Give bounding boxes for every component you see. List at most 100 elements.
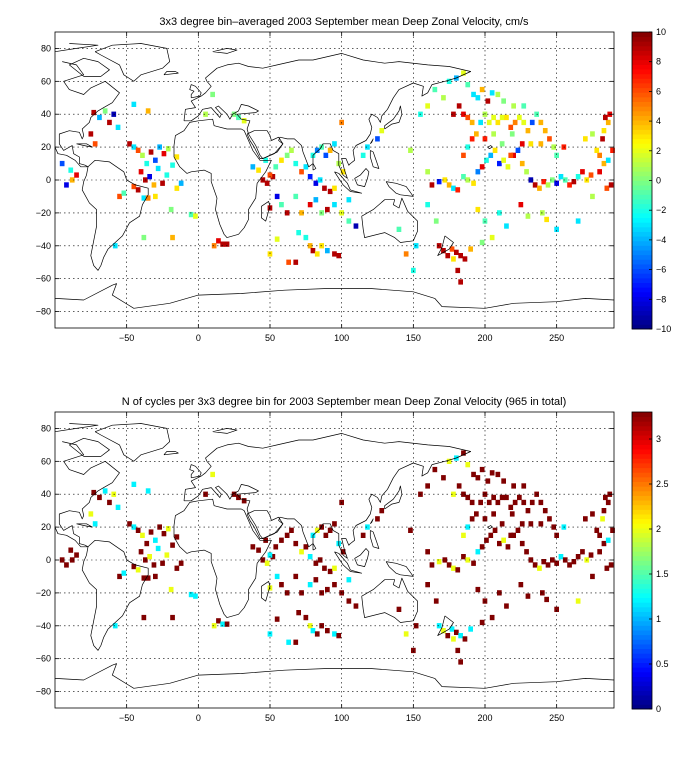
data-cell: [575, 598, 581, 604]
coastline: [246, 510, 284, 539]
data-cell: [537, 565, 542, 571]
data-cell: [497, 540, 502, 547]
data-cell: [461, 152, 466, 158]
colorbar-segment: [632, 226, 652, 232]
data-cell: [518, 202, 524, 208]
data-cell: [307, 623, 313, 629]
data-cell: [299, 210, 304, 216]
coastline: [246, 130, 284, 159]
data-cell: [446, 78, 452, 84]
colorbar-segment: [632, 194, 652, 200]
colorbar-tick-label: 0: [656, 704, 661, 714]
data-cell: [429, 182, 435, 188]
data-cell: [461, 174, 466, 180]
data-cell: [610, 147, 615, 153]
data-cell: [115, 124, 121, 130]
colorbar-segment: [632, 106, 652, 112]
data-cell: [170, 234, 175, 241]
data-cell: [491, 131, 496, 137]
data-cell: [164, 172, 170, 178]
data-cell: [508, 504, 514, 510]
data-cell: [550, 557, 555, 563]
data-cell: [131, 481, 137, 487]
coastline: [54, 61, 120, 168]
colorbar-segment: [632, 551, 652, 557]
coastline: [312, 163, 317, 171]
coastline: [54, 663, 615, 689]
data-cell: [112, 623, 118, 629]
colorbar-segment: [632, 648, 652, 654]
data-cell: [161, 151, 167, 157]
data-cell: [529, 499, 535, 506]
data-cell: [313, 180, 319, 186]
data-cell: [458, 253, 463, 259]
colorbar-segment: [632, 435, 652, 441]
data-cell: [475, 475, 481, 481]
data-cell: [74, 552, 79, 558]
coastline: [261, 581, 271, 602]
y-tick-label: 40: [41, 109, 51, 119]
data-cell: [484, 157, 489, 163]
data-cell: [231, 491, 237, 497]
data-cell: [601, 508, 607, 514]
data-cell: [454, 249, 459, 255]
colorbar-segment: [632, 305, 652, 311]
colorbar-segment: [632, 490, 652, 496]
colorbar-segment: [632, 425, 652, 431]
colorbar-segment: [632, 115, 652, 121]
data-cell: [131, 524, 137, 530]
data-cell: [332, 251, 337, 257]
data-cell: [284, 532, 290, 538]
data-cell: [425, 169, 430, 175]
colorbar-segment: [632, 208, 652, 214]
data-cell: [605, 537, 611, 543]
data-cell: [491, 511, 496, 517]
colorbar-tick-label: −4: [656, 235, 666, 245]
data-cell: [429, 562, 435, 568]
data-cell: [88, 131, 94, 137]
data-cell: [525, 128, 531, 134]
colorbar-segment: [632, 282, 652, 288]
data-cell: [241, 498, 247, 504]
data-cell: [492, 527, 498, 533]
data-cell: [336, 253, 342, 259]
data-cell: [403, 251, 409, 257]
colorbar-segment: [632, 630, 652, 636]
data-cell: [148, 149, 154, 155]
data-cell: [174, 565, 180, 571]
data-cell: [211, 623, 217, 629]
colorbar-segment: [632, 514, 652, 520]
data-cell: [135, 187, 141, 193]
colorbar-segment: [632, 439, 652, 445]
data-cell: [250, 164, 256, 170]
colorbar-segment: [632, 264, 652, 270]
colorbar-tick-label: −2: [656, 205, 666, 215]
data-cell: [583, 136, 588, 142]
x-tick-label: 100: [334, 333, 349, 343]
data-cell: [603, 494, 608, 501]
data-cell: [511, 532, 516, 538]
data-cell: [465, 177, 471, 183]
y-tick-label: 60: [41, 76, 51, 86]
data-cell: [323, 152, 329, 158]
data-cell: [135, 567, 141, 573]
data-cell: [102, 488, 108, 494]
data-cell: [396, 606, 402, 612]
data-cell: [317, 557, 323, 563]
data-cell: [537, 185, 542, 191]
data-cell: [279, 157, 284, 163]
data-cell: [558, 174, 564, 180]
data-cell: [267, 552, 273, 558]
data-cell: [469, 136, 475, 142]
data-cell: [465, 524, 471, 530]
data-cell: [545, 182, 551, 188]
data-cell: [117, 573, 122, 580]
data-cell: [203, 491, 208, 497]
data-cell: [107, 499, 112, 506]
data-cell: [135, 527, 141, 533]
data-cell: [131, 144, 137, 150]
data-cell: [284, 152, 290, 158]
data-cell: [425, 483, 430, 489]
colorbar-segment: [632, 171, 652, 177]
